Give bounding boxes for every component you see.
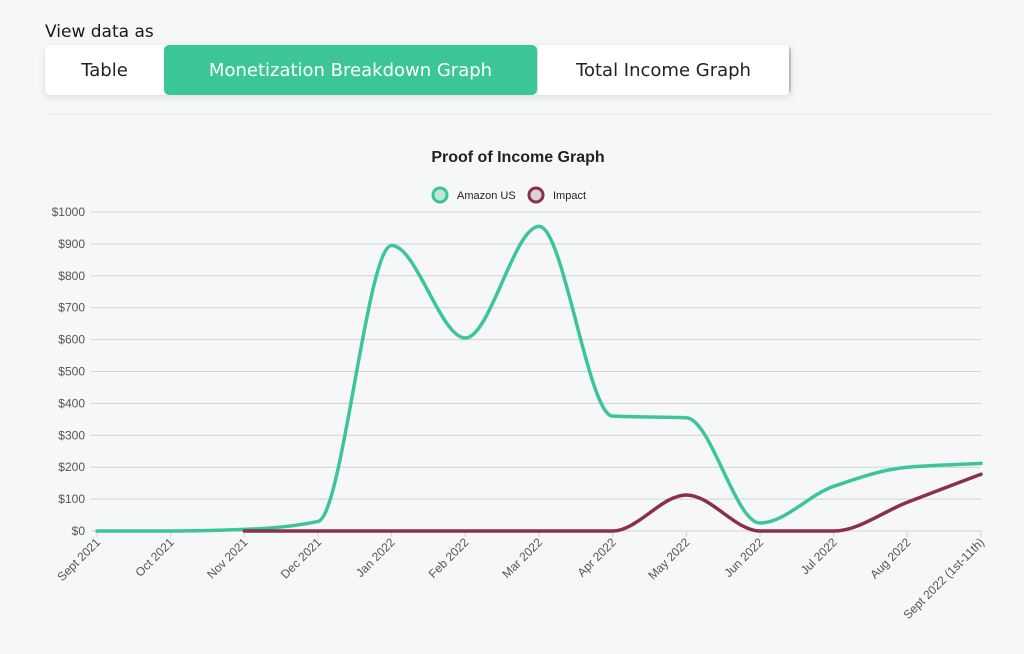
y-tick-label: $700 [58,301,85,315]
x-tick-label: Feb 2022 [426,535,472,581]
y-tick-label: $800 [58,269,85,283]
x-tick-label: Oct 2021 [132,535,177,580]
y-tick-label: $200 [58,460,85,474]
series-line-impact [242,472,983,533]
x-tick-label: Sept 2021 [55,535,104,584]
x-tick-label: Aug 2022 [867,535,913,581]
legend-label-amazon[interactable]: Amazon US [457,190,516,202]
y-tick-label: $500 [58,365,85,379]
view-mode-toggle: Table Monetization Breakdown Graph Total… [45,45,791,95]
x-tick-label: Jan 2022 [353,535,398,580]
y-tick-label: $100 [58,492,85,506]
y-tick-label: $300 [58,428,85,442]
x-axis-ticks: Sept 2021 Oct 2021 Nov 2021 Dec 2021 Jan 202… [55,535,988,622]
grid-lines [91,211,982,537]
x-tick-label: May 2022 [645,535,692,582]
x-tick-label: Dec 2021 [278,535,324,581]
y-tick-label: $400 [58,396,85,410]
x-tick-label: Jun 2022 [721,535,766,580]
chart-series [95,224,983,533]
tab-monetization-breakdown-graph[interactable]: Monetization Breakdown Graph [164,45,537,95]
x-tick-label: Jul 2022 [798,535,840,577]
y-tick-label: $0 [72,524,86,538]
legend-swatch-amazon[interactable] [431,186,449,204]
tab-table[interactable]: Table [81,59,128,81]
series-line-amazon-us [95,224,983,533]
view-data-label: View data as [45,22,154,42]
x-tick-label: Nov 2021 [204,535,250,581]
legend-swatch-impact[interactable] [527,186,545,204]
y-axis-ticks: $0 $100 $200 $300 $400 $500 $600 $700 $800 $900 $1… [52,205,86,538]
section-divider [45,114,991,115]
x-tick-label: Mar 2022 [499,535,545,581]
tab-total-income-graph[interactable]: Total Income Graph [537,45,791,95]
x-tick-label: Sept 2022 (1st-11th) [900,535,987,622]
y-tick-label: $600 [58,333,85,347]
y-tick-label: $1000 [52,205,86,219]
y-tick-label: $900 [58,237,85,251]
chart-legend: Amazon US Impact [431,186,586,204]
x-tick-label: Apr 2022 [574,535,619,580]
legend-label-impact[interactable]: Impact [553,190,586,202]
chart-title: Proof of Income Graph [431,149,604,166]
